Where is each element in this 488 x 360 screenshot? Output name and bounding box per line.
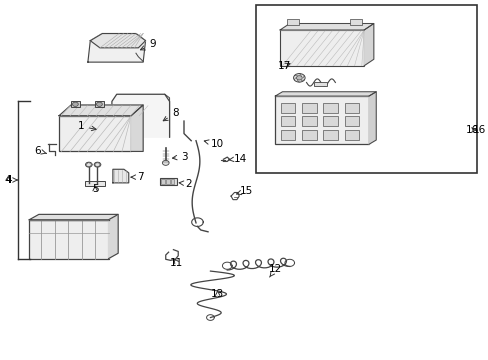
Polygon shape bbox=[90, 33, 145, 48]
Text: 12: 12 bbox=[268, 264, 282, 277]
Bar bbox=[95, 102, 103, 107]
Bar bbox=[302, 116, 316, 126]
Circle shape bbox=[96, 102, 102, 107]
Text: 3: 3 bbox=[172, 152, 187, 162]
Text: 9: 9 bbox=[140, 39, 156, 50]
Bar bbox=[59, 116, 131, 152]
Bar bbox=[275, 96, 368, 144]
Text: 16: 16 bbox=[471, 125, 485, 135]
Bar bbox=[71, 102, 80, 107]
Circle shape bbox=[72, 102, 78, 107]
Bar bbox=[171, 179, 174, 184]
Bar bbox=[281, 116, 295, 126]
Bar bbox=[281, 103, 295, 113]
Bar bbox=[287, 19, 299, 24]
Polygon shape bbox=[108, 215, 118, 258]
Text: 17: 17 bbox=[278, 61, 291, 71]
Bar bbox=[349, 19, 361, 24]
Polygon shape bbox=[113, 169, 128, 183]
Bar bbox=[344, 103, 358, 113]
Bar bbox=[323, 103, 337, 113]
Circle shape bbox=[293, 73, 305, 82]
Text: 13: 13 bbox=[211, 289, 224, 298]
Bar bbox=[302, 103, 316, 113]
Bar bbox=[323, 116, 337, 126]
Polygon shape bbox=[29, 215, 118, 220]
Polygon shape bbox=[59, 105, 143, 116]
Polygon shape bbox=[275, 92, 375, 96]
Bar bbox=[281, 130, 295, 140]
Circle shape bbox=[94, 162, 101, 167]
Bar bbox=[313, 82, 326, 86]
Text: 8: 8 bbox=[163, 108, 179, 121]
Bar bbox=[302, 130, 316, 140]
Bar bbox=[344, 130, 358, 140]
Circle shape bbox=[296, 76, 302, 80]
Text: 5: 5 bbox=[92, 184, 98, 194]
Bar bbox=[323, 130, 337, 140]
Bar bbox=[85, 181, 104, 186]
Polygon shape bbox=[88, 33, 145, 62]
Polygon shape bbox=[364, 23, 373, 66]
Bar bbox=[161, 179, 164, 184]
Bar bbox=[256, 5, 476, 173]
Text: 15: 15 bbox=[236, 186, 253, 196]
Text: 6: 6 bbox=[34, 146, 46, 156]
Text: 14: 14 bbox=[228, 154, 247, 163]
Text: 16: 16 bbox=[465, 125, 478, 135]
Text: 11: 11 bbox=[170, 258, 183, 268]
Bar bbox=[160, 178, 177, 185]
Text: 7: 7 bbox=[131, 172, 144, 182]
Polygon shape bbox=[112, 94, 169, 137]
Text: 4: 4 bbox=[5, 175, 12, 185]
Text: 4: 4 bbox=[4, 175, 17, 185]
Polygon shape bbox=[368, 92, 375, 144]
Polygon shape bbox=[280, 23, 373, 30]
Bar bbox=[344, 116, 358, 126]
Text: 1: 1 bbox=[77, 121, 96, 131]
Text: 2: 2 bbox=[179, 179, 192, 189]
Bar bbox=[280, 30, 364, 66]
Polygon shape bbox=[131, 105, 143, 152]
Bar bbox=[29, 220, 108, 258]
Text: 10: 10 bbox=[204, 139, 224, 149]
Circle shape bbox=[162, 160, 169, 165]
Bar bbox=[166, 179, 169, 184]
Circle shape bbox=[85, 162, 92, 167]
